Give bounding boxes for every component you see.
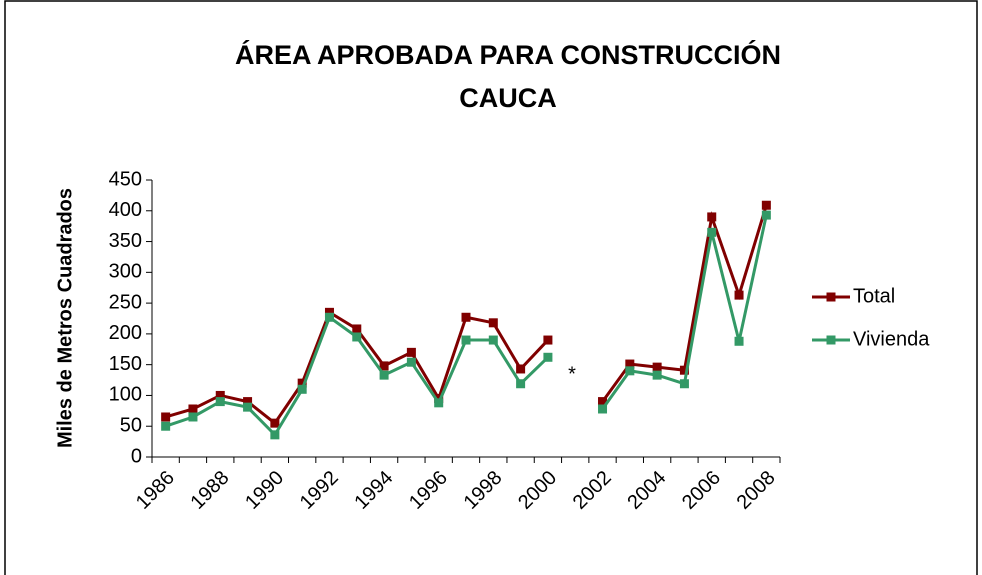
legend-marker [826, 335, 836, 345]
data-point [461, 335, 471, 345]
data-point [516, 379, 526, 389]
data-point [679, 365, 689, 375]
data-point [434, 398, 444, 408]
x-tick-label: 1994 [350, 467, 397, 514]
data-point [324, 307, 334, 317]
data-point [734, 336, 744, 346]
data-point [734, 290, 744, 300]
y-tick-label: 450 [109, 168, 142, 190]
data-point [379, 370, 389, 380]
x-tick-label: 1986 [132, 467, 179, 514]
data-point [352, 324, 362, 334]
data-point [679, 379, 689, 389]
legend-label: Vivienda [853, 328, 930, 350]
y-tick-label: 400 [109, 199, 142, 221]
chart-frame [4, 0, 978, 575]
data-point [707, 227, 717, 237]
data-point [161, 412, 171, 422]
x-tick-label: 2000 [514, 467, 561, 514]
legend-marker [826, 292, 836, 302]
x-tick-label: 1998 [460, 467, 507, 514]
data-point [761, 200, 771, 210]
data-point [215, 397, 225, 407]
data-point [379, 361, 389, 371]
data-point [188, 412, 198, 422]
data-point [406, 357, 416, 367]
data-point [270, 418, 280, 428]
y-tick-label: 200 [109, 322, 142, 344]
data-point [161, 421, 171, 431]
data-point [543, 335, 553, 345]
legend-label: Total [853, 285, 895, 307]
x-tick-label: 2008 [733, 467, 780, 514]
data-point [488, 335, 498, 345]
data-point [215, 390, 225, 400]
data-point [352, 332, 362, 342]
x-tick-label: 1990 [241, 467, 288, 514]
y-tick-label: 100 [109, 384, 142, 406]
x-tick-label: 2002 [569, 467, 616, 514]
data-point [243, 397, 253, 407]
y-tick-label: 350 [109, 230, 142, 252]
data-point [707, 212, 717, 222]
y-axis-title: Miles de Metros Cuadrados [54, 188, 76, 448]
data-point [488, 318, 498, 328]
data-point [625, 359, 635, 369]
chart-title: CAUCA [459, 83, 557, 113]
chart-title: ÁREA APROBADA PARA CONSTRUCCIÓN [235, 39, 781, 70]
data-point [598, 404, 608, 414]
y-tick-label: 250 [109, 291, 142, 313]
series-line [165, 214, 768, 438]
y-tick-label: 0 [131, 445, 142, 467]
x-tick-label: 2006 [678, 467, 725, 514]
data-point [598, 397, 608, 407]
data-point [652, 362, 662, 372]
x-tick-label: 1988 [187, 467, 234, 514]
data-point [516, 364, 526, 374]
data-point [297, 384, 307, 394]
data-point [625, 366, 635, 376]
data-point [543, 352, 553, 362]
x-tick-label: 2004 [623, 467, 670, 514]
data-point [461, 312, 471, 322]
data-point [652, 370, 662, 380]
data-point [243, 402, 253, 412]
data-point [324, 312, 334, 322]
y-tick-label: 300 [109, 261, 142, 283]
data-point [761, 210, 771, 220]
x-tick-label: 1996 [405, 467, 452, 514]
data-point [297, 378, 307, 388]
x-tick-label: 1992 [296, 467, 343, 514]
data-point [188, 404, 198, 414]
y-tick-label: 50 [120, 415, 142, 437]
y-tick-label: 150 [109, 353, 142, 375]
data-point [406, 347, 416, 357]
annotation: * [568, 363, 576, 385]
data-point [270, 430, 280, 440]
